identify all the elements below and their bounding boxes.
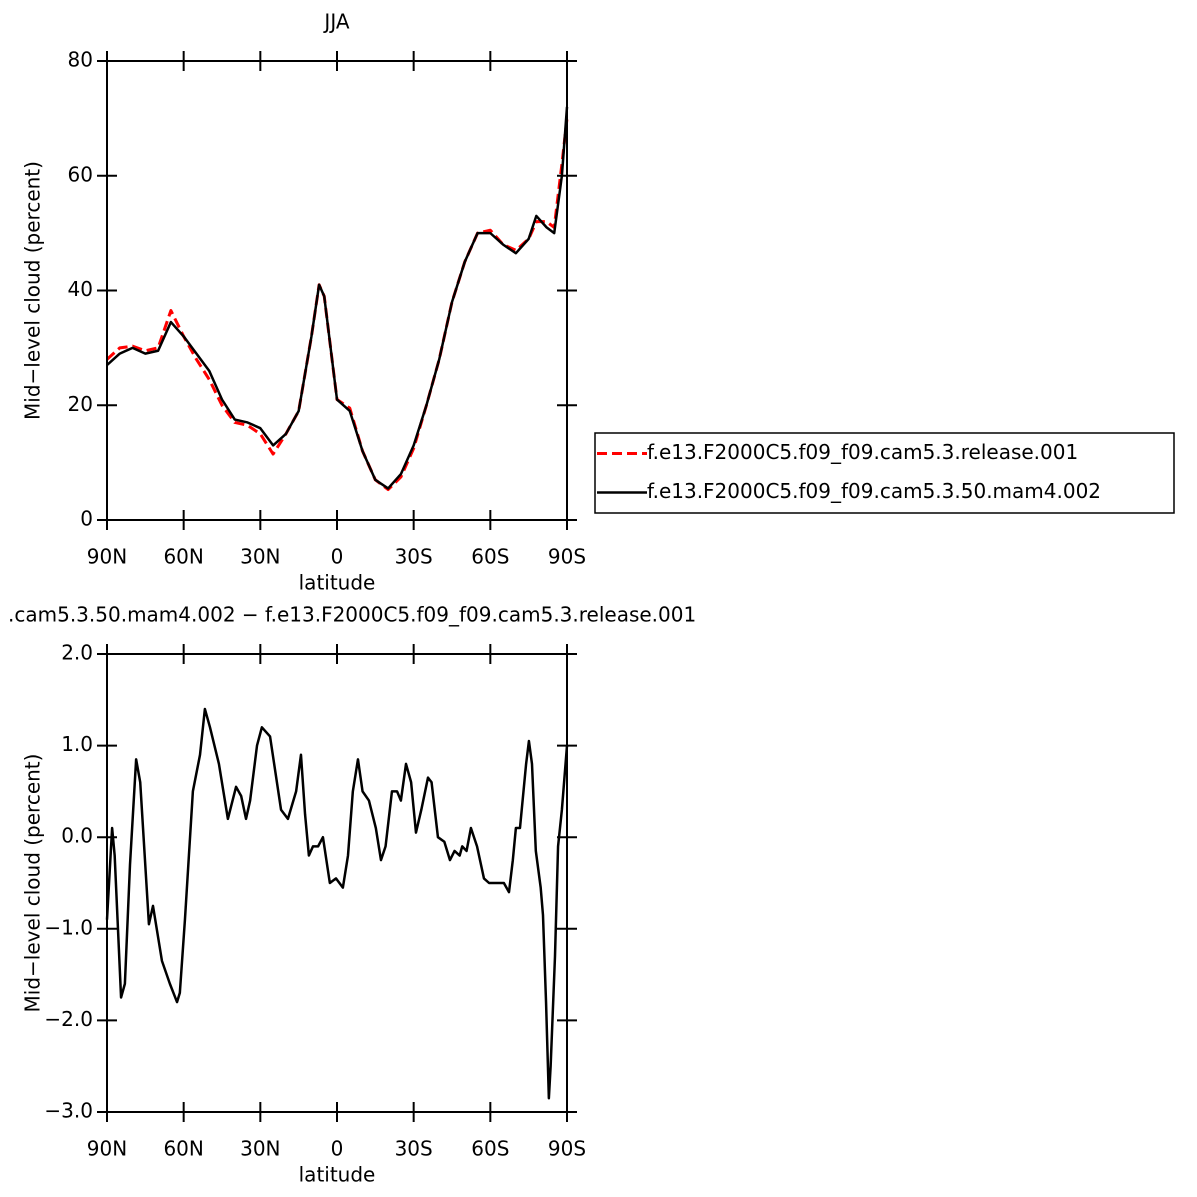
legend-box — [594, 432, 1175, 514]
y-tick-label: −2.0 — [44, 1007, 93, 1031]
data-line — [105, 118, 569, 492]
y-tick-label: 20 — [68, 392, 93, 416]
x-tick-label: 60S — [471, 1137, 509, 1161]
y-tick-label: 80 — [68, 48, 93, 72]
legend-label: f.e13.F2000C5.f09_f09.cam5.3.release.001 — [647, 440, 1078, 464]
y-tick-label: 40 — [68, 277, 93, 301]
x-tick-label: 30S — [395, 1137, 433, 1161]
y-tick-label: 60 — [68, 162, 93, 186]
x-tick-label: 30S — [395, 545, 433, 569]
x-tick-label: 30N — [240, 545, 280, 569]
x-tick-label: 60S — [471, 545, 509, 569]
x-tick-label: 90S — [548, 1137, 586, 1161]
x-axis-label: latitude — [299, 571, 376, 595]
x-tick-label: 90N — [87, 545, 127, 569]
y-tick-label: 1.0 — [61, 732, 93, 756]
chart-title: .cam5.3.50.mam4.002 − f.e13.F2000C5.f09_… — [8, 603, 696, 627]
y-axis-label-clip: Mid−level cloud (percent) — [21, 754, 45, 1013]
x-tick-label: 30N — [240, 1137, 280, 1161]
data-line — [106, 106, 569, 490]
x-tick-label: 0 — [331, 545, 344, 569]
x-tick-label: 0 — [331, 1137, 344, 1161]
x-axis-label: latitude — [299, 1163, 376, 1187]
data-line — [105, 707, 569, 1100]
legend-label: f.e13.F2000C5.f09_f09.cam5.3.50.mam4.002 — [647, 479, 1101, 503]
y-axis-label: Mid−level cloud (percent) — [21, 754, 45, 1013]
y-tick-label: 2.0 — [61, 641, 93, 665]
x-tick-label: 60N — [163, 545, 203, 569]
x-tick-label: 60N — [163, 1137, 203, 1161]
y-tick-label: 0 — [80, 507, 93, 531]
y-axis-label: Mid−level cloud (percent) — [21, 161, 45, 420]
x-tick-label: 90N — [87, 1137, 127, 1161]
x-tick-label: 90S — [548, 545, 586, 569]
y-tick-label: −3.0 — [44, 1099, 93, 1123]
plot-frame — [106, 653, 568, 1113]
y-tick-label: 0.0 — [61, 824, 93, 848]
y-tick-label: −1.0 — [44, 915, 93, 939]
plot-frame — [106, 60, 568, 521]
chart-title: JJA — [322, 10, 349, 34]
